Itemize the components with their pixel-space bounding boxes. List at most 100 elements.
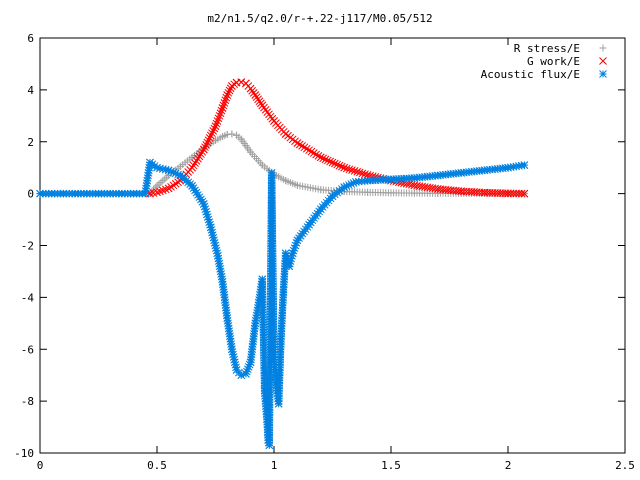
data-point-fill <box>316 153 325 162</box>
data-point-fill <box>188 163 196 172</box>
marker-stroke <box>214 114 223 123</box>
data-point-fill <box>340 163 349 172</box>
marker-stroke <box>361 170 369 178</box>
marker-stroke <box>237 78 246 86</box>
data-point-fill <box>293 139 302 147</box>
data-point-fill <box>153 163 161 172</box>
y-tick-label: -2 <box>21 240 34 253</box>
marker-stroke <box>345 165 354 174</box>
x-tick-label: 2.5 <box>615 459 635 472</box>
data-point-fill <box>300 143 309 152</box>
marker-stroke <box>153 163 161 172</box>
x-axis-ticks: 0 0.5 1 1.5 2 2.5 <box>37 38 635 472</box>
marker-stroke <box>188 163 196 172</box>
series-g-work-e <box>146 78 529 198</box>
marker-stroke <box>198 197 207 206</box>
marker-stroke <box>213 117 222 125</box>
data-point-fill <box>333 160 342 169</box>
marker-stroke <box>312 150 320 159</box>
marker-stroke <box>220 98 229 107</box>
data-point-fill <box>353 167 362 176</box>
marker-stroke <box>305 146 313 155</box>
marker-stroke <box>203 138 212 147</box>
data-point-fill <box>298 142 306 150</box>
data-point-fill <box>228 130 236 138</box>
marker-stroke <box>192 157 201 165</box>
plot-border <box>39 37 626 454</box>
marker-stroke <box>338 162 346 171</box>
data-point-fill <box>220 98 229 107</box>
marker-stroke <box>205 134 214 142</box>
data-point-fill <box>309 149 318 157</box>
marker-stroke <box>316 153 325 162</box>
marker-stroke <box>195 152 204 161</box>
data-point-fill <box>198 147 207 156</box>
marker-stroke <box>300 143 309 152</box>
marker-stroke <box>222 93 231 102</box>
data-point-fill <box>355 168 364 177</box>
data-point-fill <box>319 154 327 163</box>
marker-stroke <box>599 57 607 65</box>
marker-stroke <box>355 168 364 177</box>
marker-stroke <box>335 161 344 170</box>
x-tick-label: 1.5 <box>381 459 401 472</box>
marker-stroke <box>340 163 349 172</box>
y-tick-label: 4 <box>27 84 34 97</box>
marker-stroke <box>237 371 246 380</box>
data-point-fill <box>221 96 230 105</box>
marker-stroke <box>309 149 318 157</box>
marker-stroke <box>197 195 205 204</box>
data-point-fill <box>192 157 201 165</box>
marker-stroke <box>218 104 227 112</box>
data-point-fill <box>219 101 228 110</box>
data-point-fill <box>223 91 232 99</box>
marker-stroke <box>314 152 323 160</box>
marker-stroke <box>192 188 201 197</box>
data-point-fill <box>338 162 346 171</box>
data-point-fill <box>345 165 354 174</box>
data-point-fill <box>209 127 218 135</box>
marker-stroke <box>520 189 529 198</box>
marker-stroke <box>171 179 180 188</box>
marker-stroke <box>201 143 209 152</box>
marker-stroke <box>167 183 175 191</box>
marker-stroke <box>326 157 335 166</box>
chart-title: m2/n1.5/q2.0/r-+.22-j117/M0.05/512 <box>207 12 432 25</box>
data-point-fill <box>295 140 304 149</box>
marker-stroke <box>353 167 362 176</box>
marker-stroke <box>215 111 224 120</box>
legend-marker <box>599 44 607 52</box>
y-tick-label: 2 <box>27 136 34 149</box>
data-point-fill <box>348 166 356 174</box>
data-point-fill <box>224 88 233 97</box>
marker-stroke <box>323 156 332 165</box>
data-point-fill <box>323 156 332 165</box>
marker-stroke <box>194 191 202 199</box>
marker-stroke <box>153 188 161 197</box>
data-point-fill <box>213 117 222 125</box>
marker-stroke <box>197 150 205 158</box>
data-point-fill <box>305 146 313 155</box>
marker-stroke <box>156 164 164 173</box>
marker-stroke <box>195 193 204 202</box>
data-point-fill <box>208 129 216 138</box>
plot-frame <box>39 37 626 454</box>
data-point-fill <box>161 185 170 194</box>
marker-stroke <box>206 131 215 140</box>
marker-stroke <box>599 70 607 78</box>
marker-stroke <box>191 159 199 168</box>
data-point-fill <box>189 161 198 170</box>
x-tick-label: 0 <box>37 459 44 472</box>
data-point-fill <box>517 189 526 198</box>
marker-stroke <box>158 186 167 195</box>
data-point-fill <box>171 179 180 188</box>
data-point-fill <box>330 159 339 168</box>
data-point-fill <box>217 106 226 115</box>
marker-stroke <box>156 187 164 196</box>
marker-stroke <box>189 184 198 192</box>
data-point-fill <box>199 145 208 154</box>
marker-stroke <box>217 106 226 115</box>
marker-stroke <box>209 127 218 135</box>
data-point-fill <box>222 93 231 102</box>
